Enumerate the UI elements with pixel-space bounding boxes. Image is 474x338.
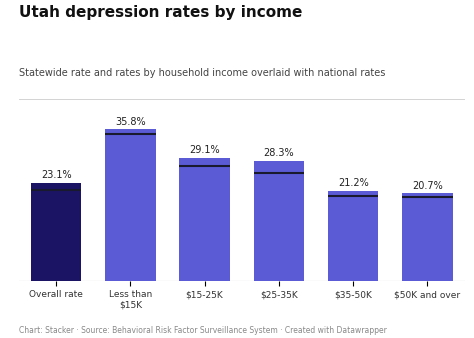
- Text: 23.1%: 23.1%: [41, 170, 72, 180]
- Bar: [179, 158, 230, 281]
- Bar: [328, 191, 378, 281]
- Text: Utah depression rates by income: Utah depression rates by income: [19, 5, 302, 20]
- Text: 21.2%: 21.2%: [338, 178, 368, 188]
- Bar: [254, 161, 304, 281]
- Bar: [402, 193, 453, 281]
- Text: 35.8%: 35.8%: [115, 117, 146, 127]
- Text: 29.1%: 29.1%: [189, 145, 220, 155]
- Text: Statewide rate and rates by household income overlaid with national rates: Statewide rate and rates by household in…: [19, 68, 385, 78]
- Bar: [105, 129, 155, 281]
- Text: Chart: Stacker · Source: Behavioral Risk Factor Surveillance System · Created wi: Chart: Stacker · Source: Behavioral Risk…: [19, 325, 387, 335]
- Text: 28.3%: 28.3%: [264, 148, 294, 159]
- Text: 20.7%: 20.7%: [412, 180, 443, 191]
- Bar: [31, 183, 82, 281]
